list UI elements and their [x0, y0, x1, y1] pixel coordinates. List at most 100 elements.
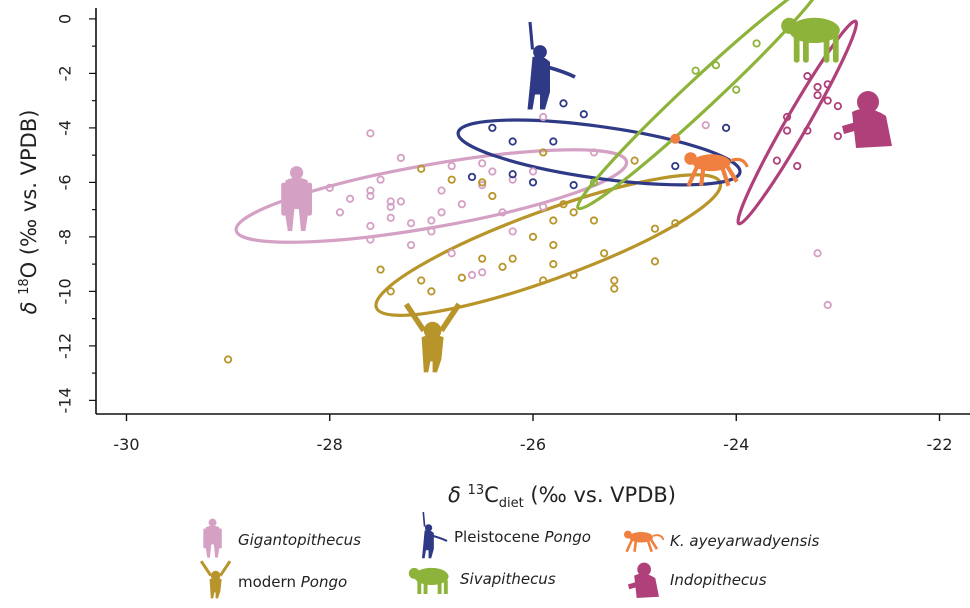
- point-gigantopithecus: [366, 186, 375, 195]
- point-gigantopithecus: [467, 270, 477, 280]
- point-gigantopithecus: [437, 186, 446, 195]
- pleistocene-pongo-silhouette: [527, 21, 576, 110]
- point-indopithecus: [823, 96, 832, 105]
- point-sivapithecus: [711, 61, 721, 70]
- point-modern-pongo: [224, 355, 233, 364]
- x-tick-label: -24: [723, 435, 749, 454]
- point-gigantopithecus: [437, 208, 446, 217]
- point-modern-pongo: [376, 265, 385, 274]
- point-modern-pongo: [671, 219, 680, 228]
- sivapithecus-silhouette: [781, 17, 840, 63]
- y-tick-label: -6: [56, 174, 75, 190]
- point-modern-pongo: [417, 276, 426, 285]
- point-gigantopithecus: [589, 148, 599, 157]
- point-sivapithecus: [589, 178, 599, 187]
- point-indopithecus: [793, 161, 802, 171]
- point-sivapithecus: [732, 85, 741, 94]
- point-modern-pongo: [610, 276, 619, 285]
- point-indopithecus: [813, 82, 822, 92]
- y-tick-label: -14: [56, 387, 75, 413]
- point-modern-pongo: [549, 240, 558, 250]
- point-gigantopithecus: [386, 202, 395, 212]
- point-pleistocene-pongo: [569, 181, 578, 190]
- confidence-ellipses: [234, 0, 859, 317]
- point-modern-pongo: [569, 270, 578, 280]
- x-axis-label: δ 13Cdiet (‰ vs. VPDB): [448, 483, 676, 511]
- point-gigantopithecus: [528, 167, 538, 176]
- point-modern-pongo: [417, 164, 426, 173]
- ellipse-gigantopithecus: [234, 148, 629, 244]
- point-sivapithecus: [752, 39, 761, 48]
- y-tick-label: -4: [56, 120, 75, 136]
- point-gigantopithecus: [325, 183, 334, 192]
- point-gigantopithecus: [508, 227, 517, 236]
- point-modern-pongo: [508, 254, 517, 263]
- point-k-ayeyarwadyensis: [670, 133, 681, 144]
- y-axis-label: δ 18O (‰ vs. VPDB): [17, 110, 41, 315]
- modern-pongo-silhouette: [403, 302, 462, 373]
- point-modern-pongo: [610, 284, 619, 293]
- point-gigantopithecus: [508, 175, 517, 184]
- y-tick-label: -2: [56, 65, 75, 81]
- point-gigantopithecus: [701, 121, 710, 130]
- point-modern-pongo: [528, 232, 538, 241]
- point-gigantopithecus: [447, 249, 456, 258]
- point-gigantopithecus: [386, 213, 395, 222]
- point-modern-pongo: [498, 262, 507, 271]
- point-modern-pongo: [488, 191, 497, 201]
- ellipse-modern-pongo: [374, 173, 723, 317]
- point-gigantopithecus: [386, 197, 395, 206]
- ape-silhouettes: [281, 17, 892, 373]
- y-tick-label: 0: [56, 14, 75, 24]
- point-gigantopithecus: [478, 159, 487, 168]
- ellipse-sivapithecus: [576, 0, 826, 211]
- point-indopithecus: [823, 80, 832, 89]
- point-gigantopithecus: [396, 197, 405, 206]
- point-pleistocene-pongo: [559, 99, 568, 108]
- axis-labels: δ 13Cdiet (‰ vs. VPDB) δ 18O (‰ vs. VPDB): [17, 110, 676, 511]
- x-tick-label: -28: [317, 435, 343, 454]
- point-gigantopithecus: [406, 240, 416, 250]
- point-pleistocene-pongo: [488, 123, 497, 132]
- point-modern-pongo: [650, 224, 660, 233]
- x-tick-label: -26: [520, 435, 546, 454]
- point-pleistocene-pongo: [467, 172, 477, 182]
- point-gigantopithecus: [488, 167, 497, 176]
- point-modern-pongo: [478, 254, 487, 263]
- point-modern-pongo: [539, 276, 548, 285]
- point-modern-pongo: [630, 156, 639, 165]
- point-modern-pongo: [589, 216, 599, 225]
- point-gigantopithecus: [813, 249, 822, 258]
- point-gigantopithecus: [427, 216, 436, 225]
- x-tick-label: -30: [113, 435, 139, 454]
- point-pleistocene-pongo: [508, 137, 517, 146]
- point-gigantopithecus: [478, 268, 487, 277]
- point-pleistocene-pongo: [528, 178, 538, 187]
- point-gigantopithecus: [366, 191, 375, 201]
- point-pleistocene-pongo: [579, 110, 588, 119]
- point-indopithecus: [803, 126, 812, 135]
- point-gigantopithecus: [376, 175, 385, 184]
- gigantopithecus-silhouette: [281, 166, 312, 231]
- y-tick-label: -8: [56, 229, 75, 245]
- point-gigantopithecus: [447, 161, 456, 171]
- point-modern-pongo: [650, 257, 660, 266]
- point-pleistocene-pongo: [721, 123, 731, 132]
- point-gigantopithecus: [498, 208, 507, 217]
- tick-labels: -30 -28 -26 -24 -22 0 -2 -4 -6 -8 -10 -12 -14: [56, 14, 953, 454]
- point-sivapithecus: [691, 66, 700, 75]
- point-modern-pongo: [447, 175, 456, 184]
- point-modern-pongo: [549, 260, 558, 269]
- point-gigantopithecus: [366, 235, 375, 244]
- data-points: [224, 39, 842, 364]
- point-gigantopithecus: [406, 219, 416, 228]
- point-gigantopithecus: [539, 112, 548, 122]
- point-modern-pongo: [569, 208, 578, 217]
- point-gigantopithecus: [539, 202, 548, 212]
- point-modern-pongo: [386, 287, 395, 296]
- point-pleistocene-pongo: [671, 161, 680, 171]
- point-indopithecus: [782, 112, 792, 122]
- y-tick-label: -10: [56, 278, 75, 304]
- x-tick-label: -22: [926, 435, 952, 454]
